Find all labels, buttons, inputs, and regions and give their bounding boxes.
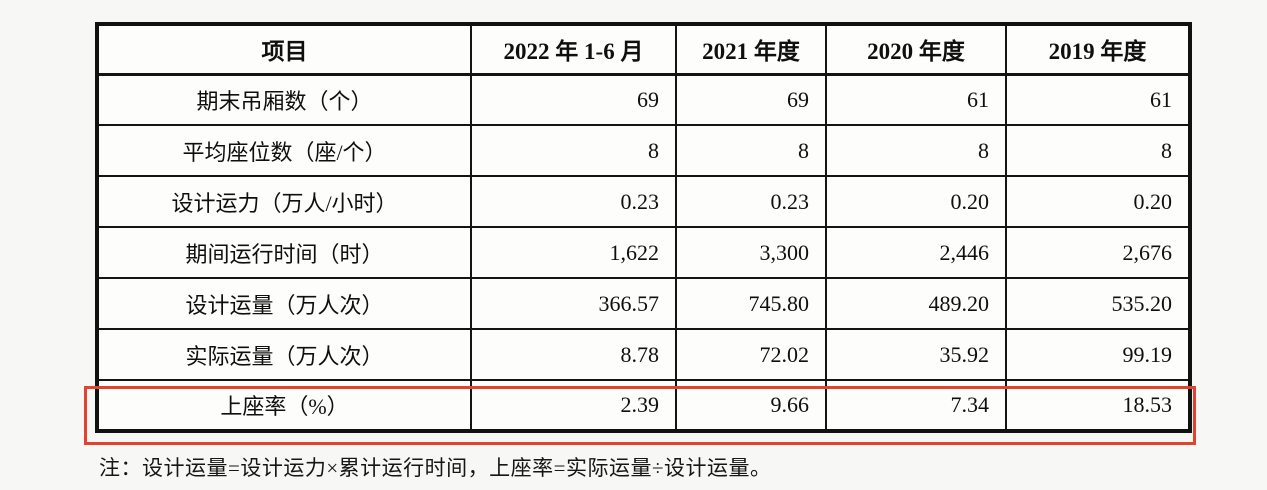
cell-value: 2,676 [1005,226,1191,279]
cell-value: 9.66 [675,379,827,432]
cell-value: 3,300 [675,226,827,279]
cell-value: 0.20 [825,175,1007,228]
operating-stats-table: 项目 2022 年 1-6 月 2021 年度 2020 年度 2019 年度 期末吊厢… [95,22,1192,433]
cell-value: 8 [675,124,827,177]
column-header: 项目 [96,23,472,76]
cell-value: 0.23 [470,175,677,228]
cell-value: 18.53 [1005,379,1191,432]
cell-value: 0.20 [1005,175,1191,228]
row-label: 平均座位数（座/个） [96,124,472,177]
cell-value: 489.20 [825,277,1007,330]
cell-value: 8 [825,124,1007,177]
cell-value: 2.39 [470,379,677,432]
row-label: 设计运量（万人次） [96,277,472,330]
table-header-row: 项目 2022 年 1-6 月 2021 年度 2020 年度 2019 年度 [96,23,1191,76]
cell-value: 1,622 [470,226,677,279]
cell-value: 7.34 [825,379,1007,432]
cell-value: 8 [1005,124,1191,177]
cell-value: 8.78 [470,328,677,381]
row-label: 上座率（%） [96,379,472,432]
cell-value: 366.57 [470,277,677,330]
row-label: 实际运量（万人次） [96,328,472,381]
cell-value: 99.19 [1005,328,1191,381]
cell-value: 61 [825,73,1007,126]
table-row: 设计运力（万人/小时） 0.23 0.23 0.20 0.20 [96,175,1191,228]
row-label: 设计运力（万人/小时） [96,175,472,228]
column-header: 2022 年 1-6 月 [470,23,677,76]
cell-value: 0.23 [675,175,827,228]
column-header: 2019 年度 [1005,23,1191,76]
column-header: 2021 年度 [675,23,827,76]
cell-value: 69 [675,73,827,126]
table-row: 实际运量（万人次） 8.78 72.02 35.92 99.19 [96,328,1191,381]
cell-value: 72.02 [675,328,827,381]
cell-value: 745.80 [675,277,827,330]
row-label: 期间运行时间（时） [96,226,472,279]
cell-value: 69 [470,73,677,126]
cell-value: 8 [470,124,677,177]
cell-value: 35.92 [825,328,1007,381]
table-row-highlighted: 上座率（%） 2.39 9.66 7.34 18.53 [96,379,1191,432]
cell-value: 61 [1005,73,1191,126]
column-header: 2020 年度 [825,23,1007,76]
cell-value: 535.20 [1005,277,1191,330]
table-row: 期末吊厢数（个） 69 69 61 61 [96,73,1191,126]
table-row: 平均座位数（座/个） 8 8 8 8 [96,124,1191,177]
table-row: 设计运量（万人次） 366.57 745.80 489.20 535.20 [96,277,1191,330]
cell-value: 2,446 [825,226,1007,279]
table-row: 期间运行时间（时） 1,622 3,300 2,446 2,676 [96,226,1191,279]
footnote: 注：设计运量=设计运力×累计运行时间，上座率=实际运量÷设计运量。 [99,456,772,480]
row-label: 期末吊厢数（个） [96,73,472,126]
